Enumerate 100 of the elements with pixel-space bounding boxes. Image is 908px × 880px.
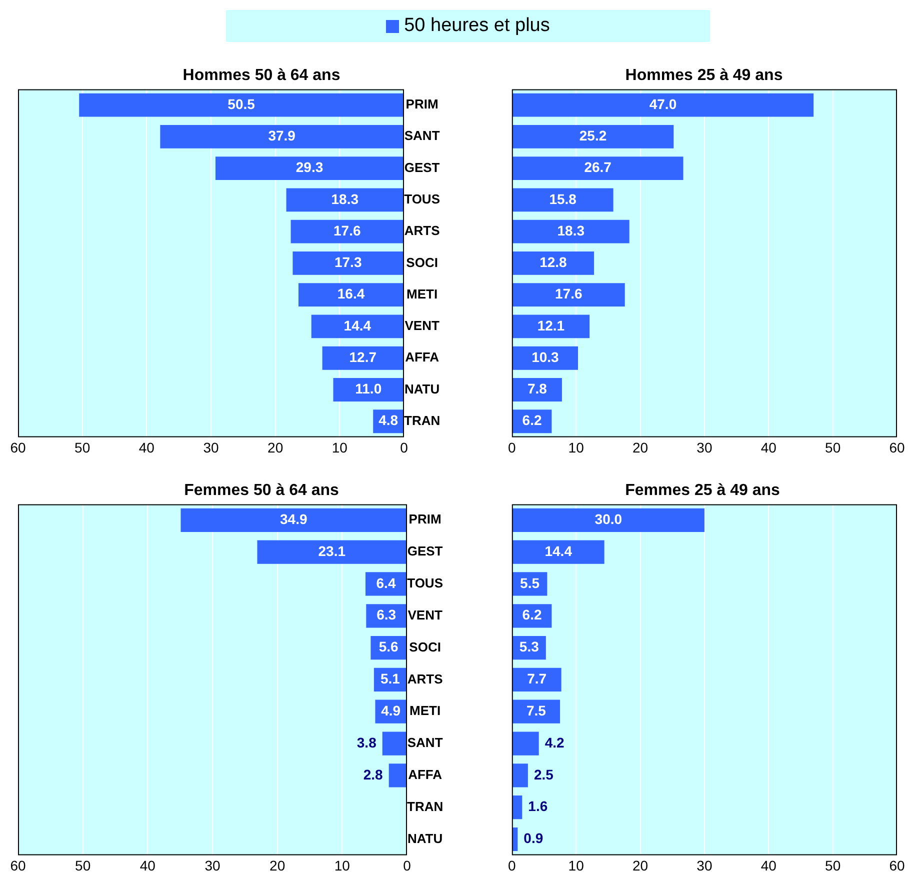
- y-tick-label: SOCI: [409, 639, 441, 654]
- y-tick-label: GEST: [407, 544, 443, 559]
- y-tick-label: TRAN: [407, 798, 444, 814]
- data-label: 7.7: [527, 670, 547, 687]
- x-tick-label: 10: [334, 857, 350, 874]
- y-tick-label: SANT: [407, 735, 443, 750]
- x-tick-label: 40: [138, 439, 155, 456]
- bar: [382, 732, 406, 756]
- x-tick-label: 60: [10, 857, 26, 874]
- data-label: 5.5: [520, 574, 540, 591]
- data-label: 0.9: [524, 830, 544, 846]
- bar: [311, 314, 404, 338]
- data-label: 1.6: [528, 798, 548, 814]
- bar: [512, 764, 528, 788]
- data-label: 26.7: [584, 159, 612, 176]
- y-tick-label: PRIM: [408, 512, 442, 527]
- data-label: 5.3: [519, 638, 540, 655]
- y-tick-label: GEST: [404, 160, 440, 175]
- bar: [512, 156, 684, 180]
- data-label: 2.8: [363, 766, 384, 782]
- bar: [512, 314, 590, 338]
- y-tick-label: METI: [410, 703, 441, 718]
- y-tick-label: TOUS: [404, 192, 440, 207]
- bar: [512, 93, 814, 117]
- x-tick-label: 50: [825, 439, 841, 456]
- chart-title: Hommes 25 à 49 ans: [625, 67, 783, 84]
- bar: [333, 378, 404, 402]
- x-tick-label: 30: [203, 439, 219, 456]
- data-label: 12.7: [349, 348, 377, 365]
- data-label: 17.6: [334, 222, 361, 238]
- bar: [286, 188, 404, 212]
- bar: [366, 572, 406, 596]
- chart-title: Hommes 50 à 64 ans: [182, 67, 340, 84]
- data-label: 37.9: [268, 128, 296, 144]
- bar: [512, 508, 704, 532]
- y-tick-label: VENT: [408, 607, 442, 622]
- bar: [512, 188, 614, 212]
- y-tick-label: AFFA: [408, 767, 443, 782]
- x-tick-label: 10: [568, 439, 584, 456]
- x-tick-label: 20: [270, 857, 286, 874]
- y-tick-label: TRAN: [404, 412, 440, 428]
- data-label: 17.3: [334, 254, 362, 270]
- bar: [512, 378, 562, 402]
- y-tick-label: NATU: [407, 830, 443, 846]
- data-label: 10.3: [532, 348, 560, 365]
- bar: [180, 508, 406, 532]
- x-tick-label: 10: [332, 439, 348, 456]
- x-tick-label: 40: [760, 857, 777, 874]
- x-tick-label: 40: [760, 439, 777, 456]
- y-tick-label: NATU: [404, 381, 440, 396]
- y-tick-label: ARTS: [407, 671, 444, 686]
- y-tick-label: METI: [406, 286, 438, 302]
- x-tick-label: 50: [825, 857, 841, 874]
- x-tick-label: 20: [268, 439, 284, 456]
- x-tick-label: 50: [74, 439, 90, 456]
- data-label: 6.4: [376, 574, 396, 591]
- bar: [290, 220, 404, 244]
- bar: [79, 93, 404, 117]
- legend-label: 50 heures et plus: [404, 15, 550, 37]
- x-tick-label: 60: [889, 857, 905, 874]
- data-label: 4.2: [544, 734, 565, 750]
- data-label: 34.9: [280, 511, 308, 528]
- bar: [257, 540, 406, 564]
- data-label: 25.2: [579, 128, 607, 144]
- x-tick-label: 30: [696, 439, 712, 456]
- data-label: 16.4: [337, 286, 365, 302]
- x-tick-label: 60: [889, 439, 905, 456]
- bar: [512, 283, 625, 307]
- x-tick-label: 0: [403, 857, 412, 874]
- x-tick-label: 0: [400, 439, 408, 456]
- bar: [512, 251, 594, 275]
- y-tick-label: VENT: [404, 318, 440, 334]
- x-tick-label: 30: [204, 857, 220, 874]
- x-tick-label: 0: [508, 857, 516, 874]
- data-label: 5.1: [380, 670, 400, 687]
- y-tick-label: ARTS: [404, 223, 440, 238]
- data-label: 18.3: [331, 190, 359, 207]
- bar: [512, 668, 562, 692]
- x-tick-label: 60: [10, 439, 26, 456]
- chart-title: Femmes 50 à 64 ans: [184, 482, 339, 500]
- bar: [298, 283, 404, 307]
- data-label: 30.0: [594, 511, 622, 528]
- x-tick-label: 40: [140, 857, 156, 874]
- data-label: 23.1: [318, 542, 346, 559]
- data-label: 18.3: [557, 222, 585, 238]
- y-tick-label: SANT: [404, 128, 440, 144]
- bar: [512, 540, 604, 564]
- data-label: 5.6: [378, 638, 399, 655]
- data-label: 14.4: [544, 542, 572, 559]
- data-label: 3.8: [356, 734, 377, 750]
- data-label: 6.2: [522, 606, 542, 623]
- data-label: 7.5: [526, 702, 546, 718]
- bar: [512, 220, 630, 244]
- y-tick-label: TOUS: [407, 576, 444, 591]
- x-tick-label: 20: [632, 439, 648, 456]
- bar: [292, 251, 404, 275]
- data-label: 4.8: [378, 412, 398, 428]
- bar: [512, 796, 522, 820]
- bar: [512, 346, 578, 370]
- bar: [512, 124, 674, 148]
